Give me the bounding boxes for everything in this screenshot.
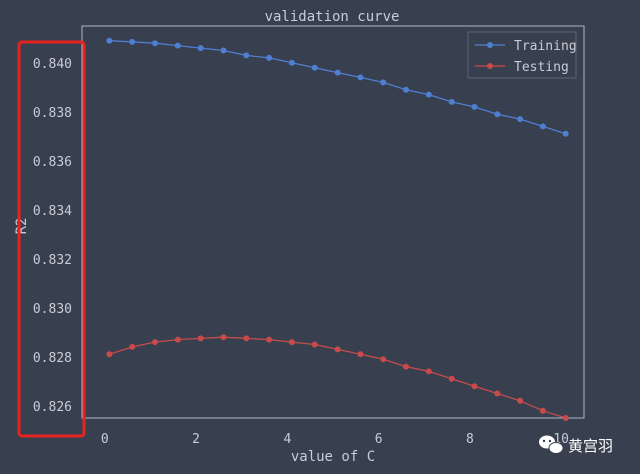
data-point-testing [220,334,227,341]
data-point-training [152,40,158,47]
highlight-annotation-box [17,40,86,438]
data-point-training [471,103,478,110]
data-point-training [311,64,318,71]
data-point-training [106,37,113,44]
y-tick-label: 0.828 [33,351,72,366]
data-point-testing [106,351,113,358]
data-point-training [403,86,409,93]
data-point-training [266,54,273,61]
data-point-testing [243,335,250,342]
x-tick-label: 8 [466,432,474,447]
data-point-testing [539,407,546,414]
data-point-testing [517,397,524,404]
data-point-training [129,38,136,45]
data-point-testing [448,375,455,382]
data-point-training [562,130,569,137]
data-point-testing [471,383,478,390]
data-point-training [220,47,227,54]
data-point-training [357,74,364,81]
data-point-training [425,91,432,98]
data-point-testing [380,356,387,363]
data-point-training [174,42,181,49]
data-point-training [380,79,387,86]
y-axis-label: R2 [14,218,30,235]
data-point-testing [174,336,181,343]
legend-box [467,31,577,79]
data-point-training [334,69,341,76]
y-tick-label: 0.832 [33,253,72,268]
data-point-testing [129,343,136,350]
series-layer [106,37,569,421]
x-tick-label: 6 [375,432,383,447]
legend: Training Testing [467,31,577,79]
watermark: 黄宫羽 [539,435,613,455]
plot-area-frame [81,25,585,419]
data-point-testing [197,335,204,342]
data-point-testing [334,346,341,353]
data-point-testing [403,363,409,370]
chart-title: validation curve [265,9,400,25]
y-tick-label: 0.840 [33,57,72,72]
legend-label-testing: Testing [514,60,569,75]
x-axis-label: value of C [291,449,375,465]
data-point-training [539,123,546,130]
data-point-training [517,116,524,123]
data-point-training [288,59,295,66]
y-tick-label: 0.830 [33,302,72,317]
data-point-testing [425,368,432,375]
watermark-text: 黄宫羽 [568,437,613,455]
data-point-testing [288,339,295,346]
data-point-testing [562,415,569,421]
data-point-testing [494,390,501,397]
data-point-testing [152,339,158,346]
x-axis-ticks: 0 2 4 6 8 10 [101,432,569,447]
legend-marker-training [487,42,493,48]
data-point-testing [357,351,364,358]
legend-label-training: Training [514,39,577,54]
data-point-training [494,111,501,118]
data-point-training [448,98,455,105]
y-tick-label: 0.826 [33,400,72,415]
x-tick-label: 4 [283,432,291,447]
x-tick-label: 0 [101,432,109,447]
x-tick-label: 2 [192,432,200,447]
y-tick-label: 0.836 [33,155,72,170]
data-point-training [197,45,204,52]
data-point-training [243,52,250,59]
y-tick-label: 0.838 [33,106,72,121]
y-axis-ticks: 0.826 0.828 0.830 0.832 0.834 0.836 0.838 0.840 [33,57,72,415]
legend-marker-testing [487,63,493,69]
wechat-icon [539,435,564,454]
data-point-testing [266,336,273,343]
y-tick-label: 0.834 [33,204,72,219]
data-point-testing [311,341,318,348]
